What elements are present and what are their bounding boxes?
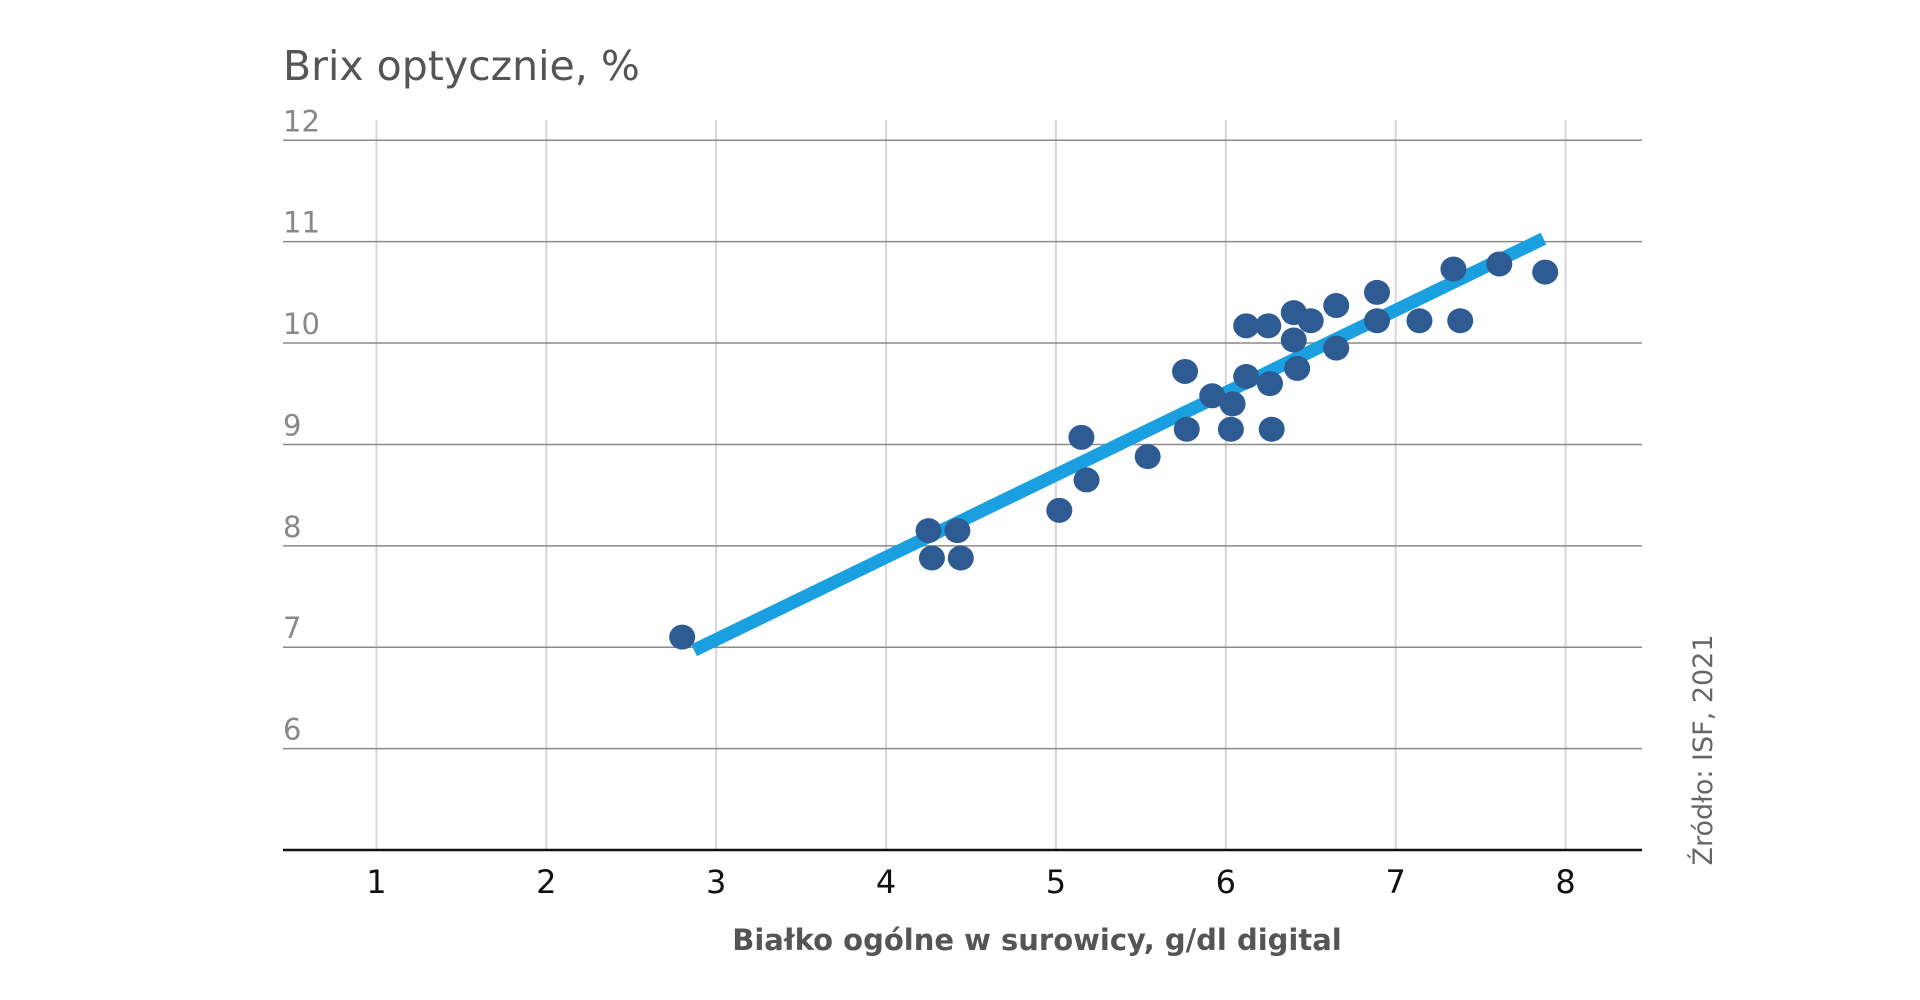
y-tick-label-12: 12 bbox=[283, 104, 320, 138]
data-point-5 bbox=[1046, 497, 1073, 523]
data-point-6 bbox=[1068, 424, 1095, 450]
data-point-8 bbox=[1134, 444, 1161, 470]
data-point-31 bbox=[1532, 259, 1559, 285]
data-point-7 bbox=[1073, 467, 1100, 493]
data-point-21 bbox=[1284, 355, 1311, 381]
data-point-3 bbox=[918, 545, 945, 571]
data-point-9 bbox=[1172, 358, 1199, 384]
source-note: Źródło: ISF, 2021 bbox=[1687, 634, 1719, 865]
data-point-1 bbox=[915, 518, 942, 544]
data-point-30 bbox=[1486, 251, 1513, 277]
data-points bbox=[669, 251, 1559, 650]
data-point-11 bbox=[1199, 383, 1226, 409]
y-tick-label-10: 10 bbox=[283, 307, 320, 341]
y-tick-label-9: 9 bbox=[283, 408, 301, 442]
data-point-12 bbox=[1217, 416, 1244, 442]
data-point-28 bbox=[1440, 256, 1467, 282]
data-point-2 bbox=[944, 518, 971, 544]
data-point-14 bbox=[1233, 313, 1260, 339]
vertical-gridlines bbox=[375, 120, 1567, 850]
x-tick-label-8: 8 bbox=[1555, 863, 1575, 901]
x-tick-label-6: 6 bbox=[1216, 863, 1236, 901]
y-tick-label-7: 7 bbox=[283, 611, 301, 645]
x-tick-label-2: 2 bbox=[536, 863, 556, 901]
data-point-0 bbox=[669, 624, 696, 650]
data-point-20 bbox=[1280, 327, 1307, 353]
data-point-17 bbox=[1256, 371, 1283, 397]
data-point-18 bbox=[1258, 416, 1285, 442]
data-point-29 bbox=[1447, 308, 1474, 334]
data-point-23 bbox=[1323, 293, 1350, 319]
data-point-22 bbox=[1297, 308, 1324, 334]
trendline bbox=[691, 232, 1547, 657]
x-tick-label-3: 3 bbox=[706, 863, 726, 901]
data-point-13 bbox=[1219, 391, 1246, 417]
x-tick-label-1: 1 bbox=[366, 863, 386, 901]
data-point-4 bbox=[947, 545, 974, 571]
x-tick-labels: 1 2 3 4 5 6 7 8 bbox=[366, 863, 1575, 901]
y-tick-label-8: 8 bbox=[283, 510, 301, 544]
y-axis-title: Brix optycznie, % bbox=[283, 42, 640, 90]
horizontal-gridlines bbox=[283, 139, 1642, 750]
y-tick-labels: 6 7 8 9 10 11 12 bbox=[283, 104, 320, 746]
x-tick-label-7: 7 bbox=[1386, 863, 1406, 901]
data-point-26 bbox=[1363, 308, 1390, 334]
data-point-10 bbox=[1173, 416, 1200, 442]
x-tick-label-4: 4 bbox=[876, 863, 896, 901]
data-point-27 bbox=[1406, 308, 1433, 334]
x-axis-title: Białko ogólne w surowicy, g/dl digital bbox=[732, 923, 1341, 957]
data-point-25 bbox=[1363, 279, 1390, 305]
data-point-24 bbox=[1323, 335, 1350, 361]
data-point-15 bbox=[1233, 364, 1260, 390]
y-tick-label-6: 6 bbox=[283, 713, 301, 747]
data-point-16 bbox=[1255, 313, 1282, 339]
y-tick-label-11: 11 bbox=[283, 206, 320, 240]
x-tick-label-5: 5 bbox=[1046, 863, 1066, 901]
